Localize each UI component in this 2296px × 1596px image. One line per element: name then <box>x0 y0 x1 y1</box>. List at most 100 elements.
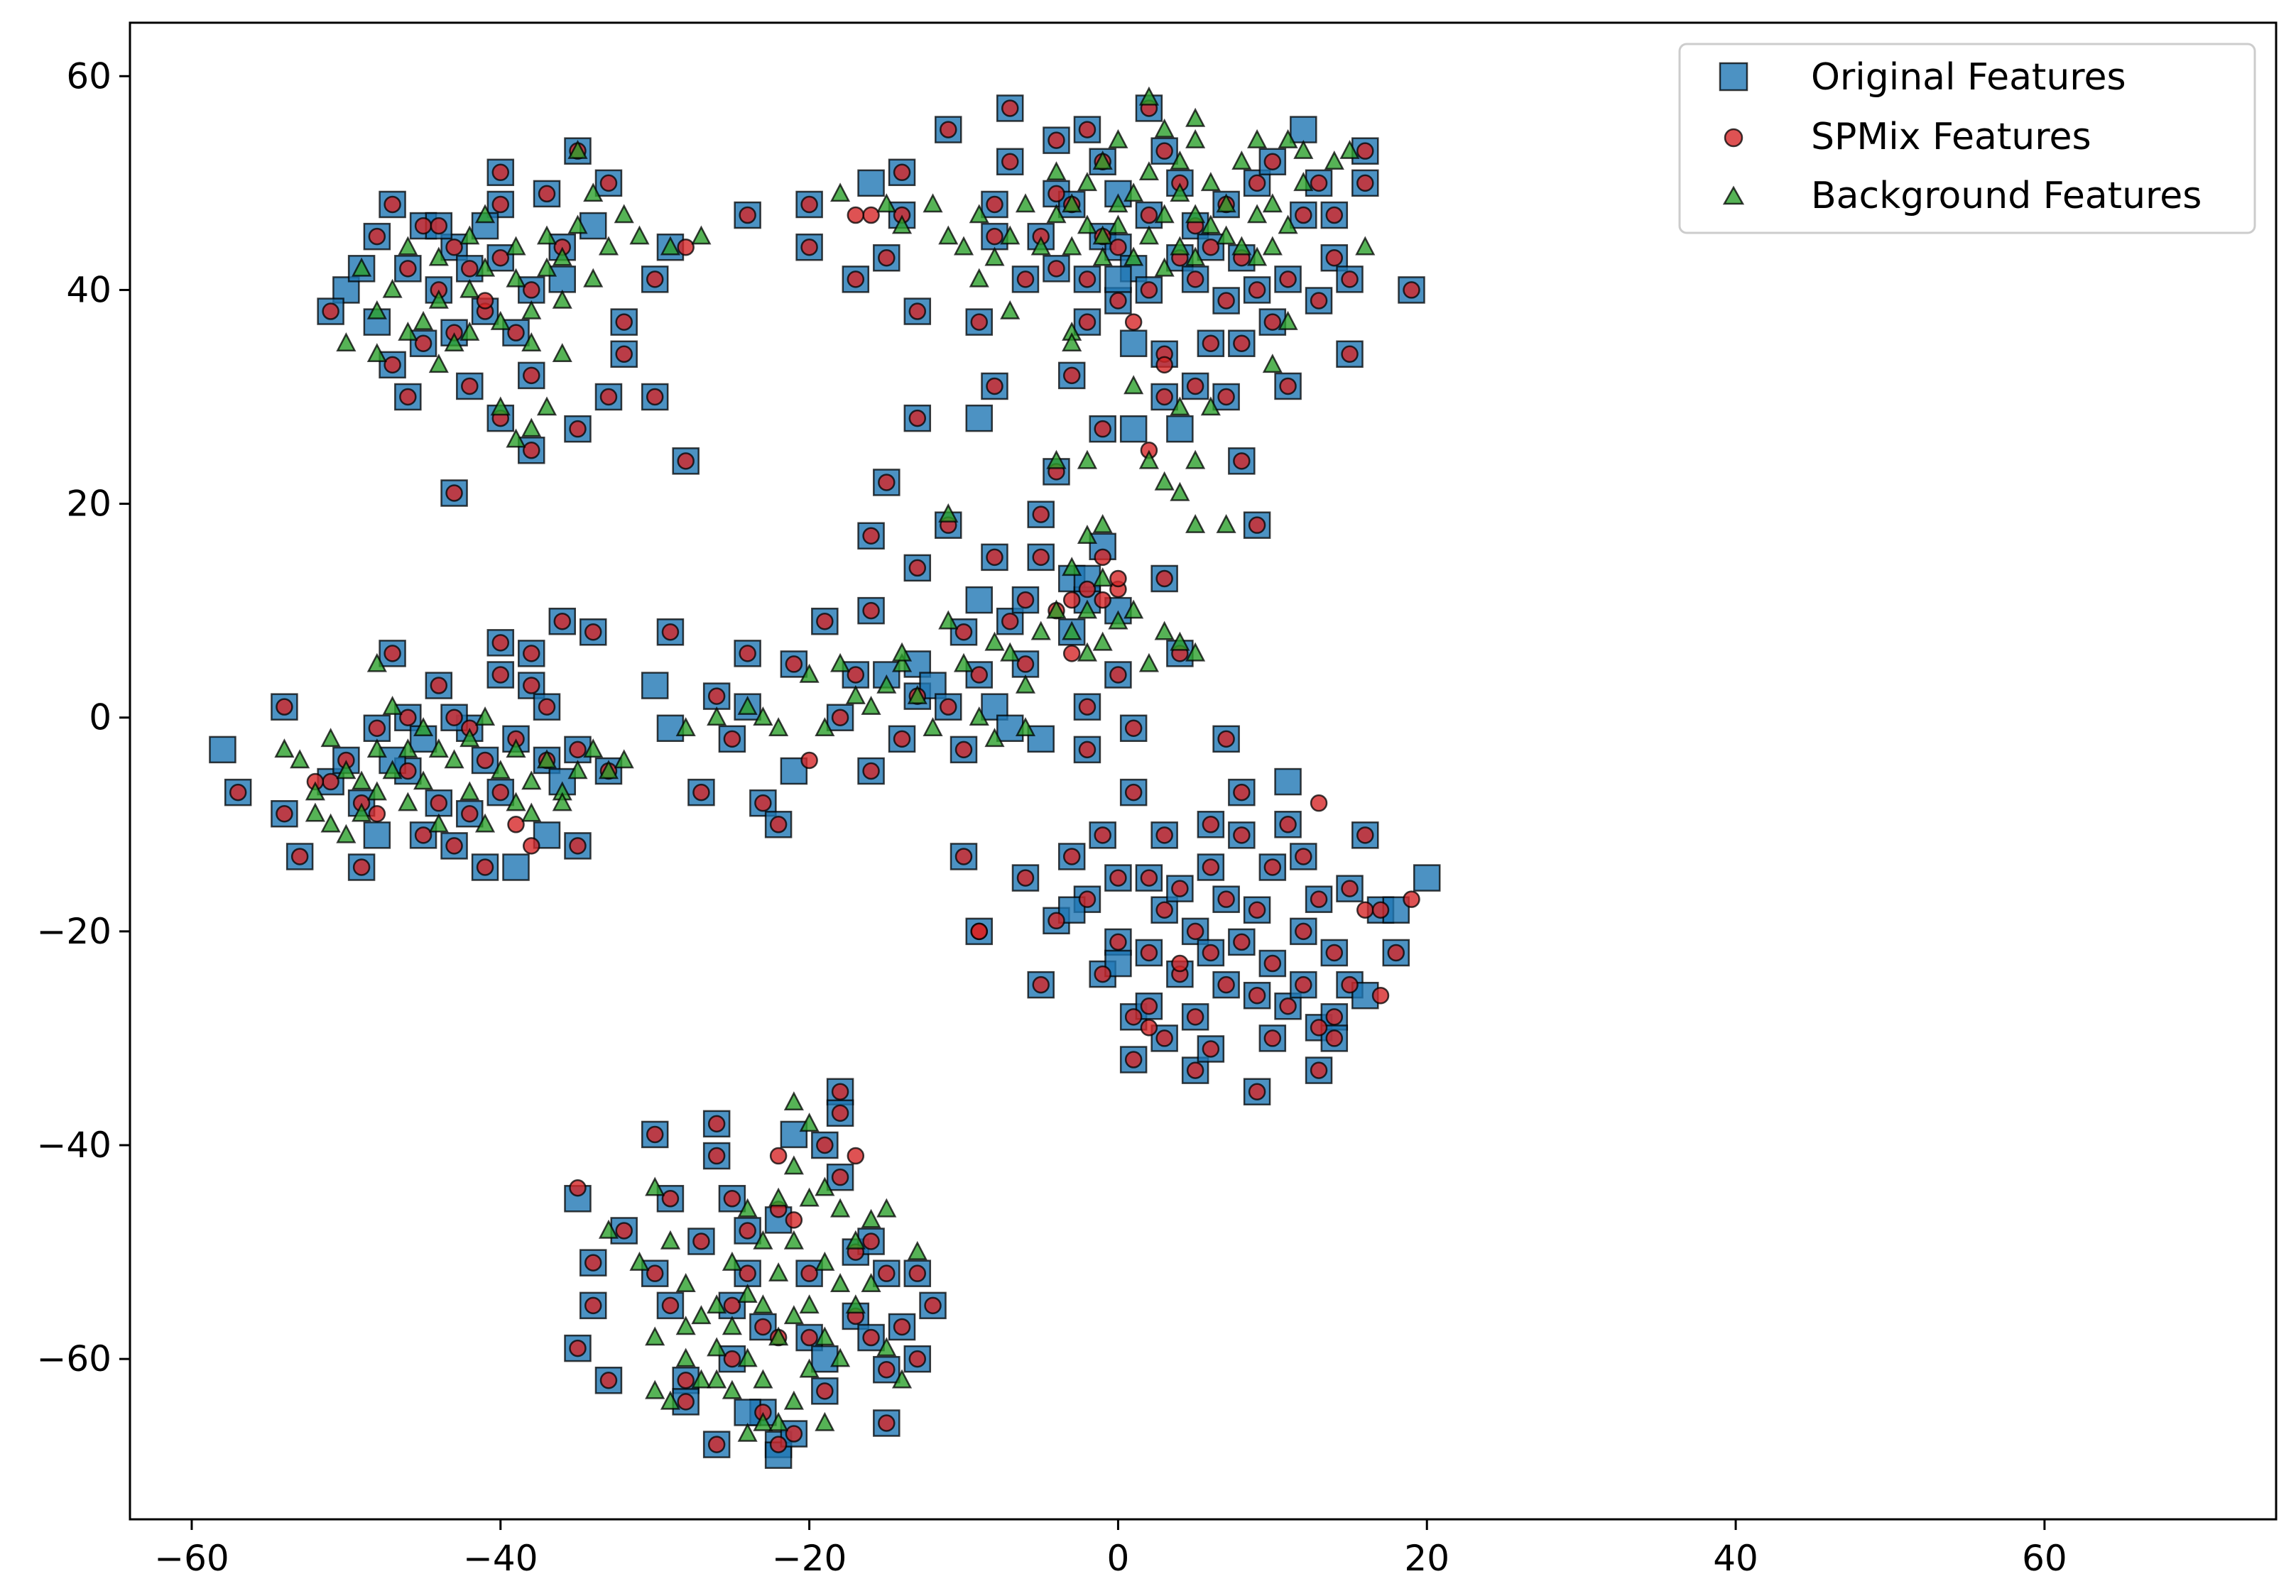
background-features-point <box>691 1369 712 1389</box>
spmix-features-point <box>1062 848 1081 865</box>
background-features-point <box>845 1294 866 1314</box>
background-features-point <box>799 663 820 683</box>
background-features-point <box>474 813 496 833</box>
spmix-features-point <box>816 1136 834 1154</box>
background-features-point <box>1355 236 1376 256</box>
spmix-features-point <box>1325 1008 1344 1026</box>
background-features-point <box>722 1251 742 1271</box>
spmix-features-point <box>785 655 803 673</box>
background-features-point <box>598 1219 619 1239</box>
spmix-features-point <box>507 816 525 833</box>
spmix-features-point <box>1263 153 1282 170</box>
background-features-point <box>675 1348 696 1367</box>
background-features-point <box>1247 129 1268 148</box>
background-features-point <box>1108 610 1128 630</box>
background-features-point <box>783 1155 804 1175</box>
background-features-point <box>1046 204 1067 224</box>
plot-frame <box>129 21 2278 1521</box>
x-tick-label: −20 <box>772 1538 847 1579</box>
spmix-features-point <box>908 409 927 427</box>
background-features-point <box>1092 151 1113 170</box>
background-features-point <box>366 652 387 672</box>
spmix-features-point <box>785 1425 803 1443</box>
y-tick-label: 20 <box>66 483 111 525</box>
spmix-features-point <box>1109 666 1127 684</box>
spmix-features-point <box>1202 1040 1220 1058</box>
spmix-features-point <box>461 804 479 823</box>
spmix-features-point <box>1062 366 1081 385</box>
spmix-features-point <box>276 804 293 823</box>
spmix-features-point <box>661 1190 680 1208</box>
spmix-features-point <box>1109 869 1127 887</box>
background-features-point <box>1015 717 1036 737</box>
background-features-point <box>891 1369 913 1389</box>
spmix-features-point <box>1140 206 1158 224</box>
background-features-point <box>598 236 619 256</box>
background-features-point <box>1170 396 1190 416</box>
spmix-features-point <box>1109 292 1127 310</box>
background-features-point <box>366 781 387 801</box>
original-features-point <box>641 672 669 699</box>
original-features-point <box>811 1345 839 1373</box>
spmix-features-point <box>1155 569 1173 588</box>
background-features-point <box>1123 182 1144 202</box>
spmix-features-point <box>800 1264 818 1282</box>
spmix-features-point <box>707 1436 726 1453</box>
background-features-point <box>506 236 526 256</box>
spmix-features-point <box>1048 131 1065 149</box>
x-tick-label: 60 <box>2022 1538 2067 1579</box>
legend-marker-original-features <box>1719 62 1748 92</box>
background-features-point <box>459 321 480 341</box>
spmix-features-point <box>1094 420 1111 438</box>
spmix-features-point <box>553 612 571 630</box>
background-features-point <box>413 310 434 330</box>
spmix-features-point <box>414 217 432 235</box>
spmix-features-point <box>1202 816 1220 833</box>
spmix-features-point <box>831 1168 849 1186</box>
background-features-point <box>861 1273 881 1292</box>
background-features-point <box>398 321 418 341</box>
background-features-point <box>876 193 897 213</box>
spmix-features-point <box>940 121 957 138</box>
background-features-point <box>336 760 357 780</box>
spmix-features-point <box>1248 901 1266 919</box>
spmix-features-point <box>847 1147 865 1165</box>
spmix-features-point <box>229 783 247 802</box>
background-features-point <box>1170 236 1190 256</box>
spmix-features-point <box>970 666 989 684</box>
spmix-features-point <box>1403 281 1420 299</box>
background-features-point <box>1000 642 1021 662</box>
background-features-point <box>1138 652 1159 672</box>
background-features-point <box>1015 193 1036 213</box>
legend-marker-spmix-features <box>1724 128 1743 148</box>
spmix-features-point <box>430 677 448 694</box>
spmix-features-point <box>1186 1008 1204 1026</box>
background-features-point <box>274 738 295 758</box>
spmix-features-point <box>1078 890 1097 908</box>
background-features-point <box>1262 354 1283 373</box>
background-features-point <box>1262 236 1283 256</box>
x-axis: −60 −40 −20 0 20 40 60 <box>154 1519 2067 1579</box>
spmix-features-point <box>800 195 818 214</box>
background-features-point <box>1046 161 1067 181</box>
background-features-point <box>675 1316 696 1335</box>
original-features-point <box>780 1120 808 1149</box>
spmix-features-point <box>1016 655 1035 673</box>
background-features-point <box>891 214 913 234</box>
spmix-features-point <box>615 313 633 331</box>
spmix-features-point <box>723 1296 741 1315</box>
background-features-point <box>660 236 680 256</box>
spmix-features-point <box>1094 826 1111 844</box>
spmix-features-point <box>1310 1019 1328 1037</box>
background-features-point <box>1247 246 1268 266</box>
background-features-point <box>536 749 557 769</box>
spmix-features-point <box>1155 826 1173 844</box>
background-features-point <box>1046 599 1067 619</box>
background-features-point <box>907 684 927 704</box>
spmix-features-point <box>878 1360 896 1379</box>
background-features-point <box>830 1273 851 1292</box>
spmix-features-point <box>1295 975 1312 994</box>
spmix-features-point <box>800 238 818 256</box>
spmix-features-point <box>1140 1019 1158 1037</box>
background-features-point <box>737 1348 758 1367</box>
